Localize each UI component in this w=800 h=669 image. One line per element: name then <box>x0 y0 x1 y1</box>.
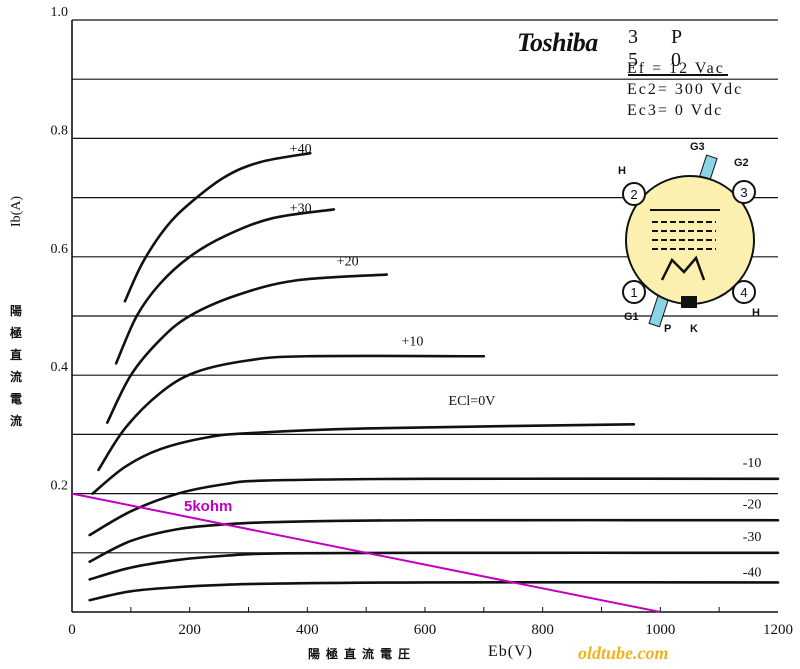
curve-label: ECl=0V <box>449 394 496 409</box>
curve-label: +20 <box>337 255 359 270</box>
pin-label: H <box>752 307 760 319</box>
pin-number: 4 <box>740 285 747 300</box>
y-axis-label-jp: 陽 極 直 流 電 流 <box>8 300 24 432</box>
condition-ef: Ef = 12 Vac <box>627 60 725 77</box>
curve--20 <box>88 518 780 563</box>
condition-ec3: Ec3= 0 Vdc <box>627 102 724 119</box>
curve--40 <box>88 581 780 602</box>
y-label-char: 流 <box>9 370 22 384</box>
pin-label: G3 <box>690 141 705 153</box>
curve-label: +40 <box>290 142 312 157</box>
curve-+10 <box>97 354 486 472</box>
pin-circle <box>732 280 756 304</box>
x-tick-label: 600 <box>414 622 437 638</box>
y-tick-label: 0.4 <box>51 360 69 375</box>
curve-+30 <box>114 208 336 365</box>
condition-ec2: Ec2= 300 Vdc <box>627 81 744 98</box>
tube-type-title: 3 P 5 0 <box>628 26 728 76</box>
load-line-label: 5kohm <box>184 498 233 515</box>
y-label-char: 直 <box>9 348 22 362</box>
x-tick-label: 1000 <box>645 622 675 638</box>
x-tick-label: 800 <box>531 622 554 638</box>
x-axis-label-jp: 陽極直流電圧 <box>308 647 417 661</box>
pin-circle <box>732 180 756 204</box>
brand-logo: Toshiba <box>517 28 598 57</box>
y-tick-label: 0.8 <box>51 123 69 138</box>
y-axis-label: Ib(A) <box>9 195 24 227</box>
curve-label: -10 <box>743 456 762 471</box>
y-tick-label: 1.0 <box>51 5 69 20</box>
y-tick-label: 0.6 <box>51 242 69 257</box>
pin-label: P <box>664 323 671 335</box>
curve-+40 <box>123 151 312 303</box>
y-tick-label: 0.2 <box>51 479 69 494</box>
x-axis-label: Eb(V) <box>488 643 533 660</box>
curve--30 <box>88 551 780 581</box>
pin-label: G1 <box>624 311 639 323</box>
y-label-char: 流 <box>9 414 22 428</box>
curve-ECl0V <box>91 423 636 495</box>
x-tick-label: 1200 <box>763 622 793 638</box>
curve-label: +30 <box>290 201 312 216</box>
pin-number: 2 <box>630 187 637 202</box>
x-tick-label: 400 <box>296 622 319 638</box>
pin-circle <box>622 182 646 206</box>
y-label-char: 陽 <box>9 304 22 318</box>
pin-number: 1 <box>630 285 637 300</box>
curve-label: -40 <box>743 565 762 580</box>
x-tick-label: 0 <box>68 622 76 638</box>
pin-circle <box>622 280 646 304</box>
y-label-char: 極 <box>9 326 22 340</box>
cathode-lead <box>681 296 697 308</box>
filament <box>660 255 706 281</box>
curve-label: -30 <box>743 530 762 545</box>
pin-number: 3 <box>740 185 747 200</box>
pin-label: K <box>690 323 698 335</box>
load-line <box>71 492 661 613</box>
watermark: oldtube.com <box>578 643 669 663</box>
curve-label: -20 <box>743 497 762 512</box>
curve-+20 <box>106 273 389 424</box>
pin-label: H <box>618 165 626 177</box>
y-label-char: 電 <box>9 392 22 406</box>
x-tick-label: 200 <box>178 622 201 638</box>
pin-label: G2 <box>734 157 749 169</box>
curve-label: +10 <box>401 335 423 350</box>
